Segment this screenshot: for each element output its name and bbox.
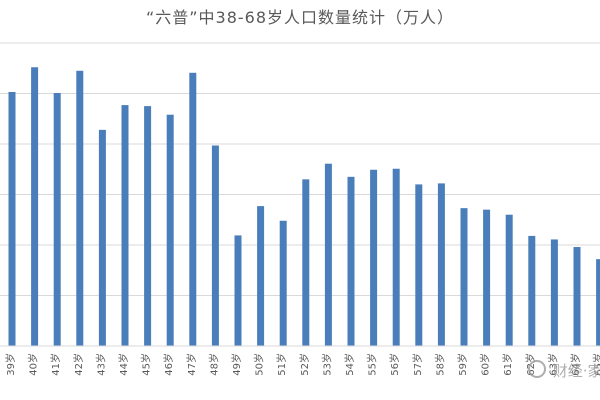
x-tick-label: 60岁 [479, 353, 492, 376]
x-tick-label: 49岁 [230, 353, 243, 376]
bar-64岁 [573, 247, 581, 346]
x-tick-label: 58岁 [433, 353, 446, 376]
bar-43岁 [98, 129, 106, 346]
x-tick-label: 52岁 [298, 353, 311, 376]
x-tick-label: 40岁 [27, 353, 40, 376]
x-tick-label: 44岁 [117, 353, 130, 376]
x-tick-label: 41岁 [49, 353, 62, 376]
bar-63岁 [550, 239, 558, 346]
bar-39岁 [8, 91, 16, 346]
bar-59岁 [460, 208, 468, 346]
bar-57岁 [415, 184, 423, 346]
x-tick-label: 51岁 [275, 353, 288, 376]
bar-60岁 [483, 209, 491, 346]
x-tick-label: 47岁 [185, 353, 198, 376]
bar-51岁 [279, 220, 287, 346]
watermark: 财经·家 [528, 360, 600, 381]
bar-61岁 [505, 214, 513, 346]
bar-47岁 [189, 72, 197, 347]
x-tick-label: 65岁 [592, 353, 600, 376]
chart-title: “六普”中38-68岁人口数量统计（万人） [145, 8, 455, 27]
bar-54岁 [347, 176, 355, 346]
bars [8, 67, 600, 347]
x-tick-label: 56岁 [388, 353, 401, 376]
x-tick-label: 54岁 [343, 353, 356, 376]
bar-56岁 [392, 168, 400, 346]
x-tick-label: 46岁 [162, 353, 175, 376]
bar-40岁 [31, 67, 39, 347]
bar-41岁 [53, 92, 61, 347]
bar-50岁 [257, 206, 265, 346]
x-tick-label: 43岁 [94, 353, 107, 376]
bar-45岁 [144, 106, 152, 346]
bar-52岁 [302, 179, 310, 346]
wechat-logo-icon [528, 360, 546, 378]
bar-65岁 [596, 259, 600, 346]
bar-55岁 [370, 169, 378, 346]
bar-46岁 [166, 114, 174, 347]
x-tick-label: 39岁 [4, 353, 17, 376]
x-tick-label: 59岁 [456, 353, 469, 376]
bar-42岁 [76, 70, 84, 347]
x-tick-label: 55岁 [366, 353, 379, 376]
bar-53岁 [324, 163, 332, 346]
x-tick-label: 64岁 [569, 353, 582, 376]
bar-44岁 [121, 105, 129, 347]
x-tick-label: 42岁 [72, 353, 85, 376]
x-tick-label: 61岁 [501, 353, 514, 376]
watermark-text: 财经·家 [552, 362, 600, 380]
x-tick-labels: 39岁 40岁 41岁 42岁 43岁 44岁 45岁 46岁 47岁 48岁 49岁 50岁 51岁 5… [4, 353, 600, 376]
x-tick-label: 57岁 [411, 353, 424, 376]
x-tick-label: 50岁 [253, 353, 266, 376]
bar-48岁 [211, 145, 219, 346]
bar-62岁 [528, 235, 536, 346]
bar-49岁 [234, 235, 242, 346]
x-tick-label: 45岁 [140, 353, 153, 376]
bar-58岁 [437, 183, 445, 346]
x-tick-label: 53岁 [320, 353, 333, 376]
gridlines [0, 42, 600, 296]
x-tick-label: 63岁 [546, 353, 559, 376]
x-tick-label: 48岁 [207, 353, 220, 376]
